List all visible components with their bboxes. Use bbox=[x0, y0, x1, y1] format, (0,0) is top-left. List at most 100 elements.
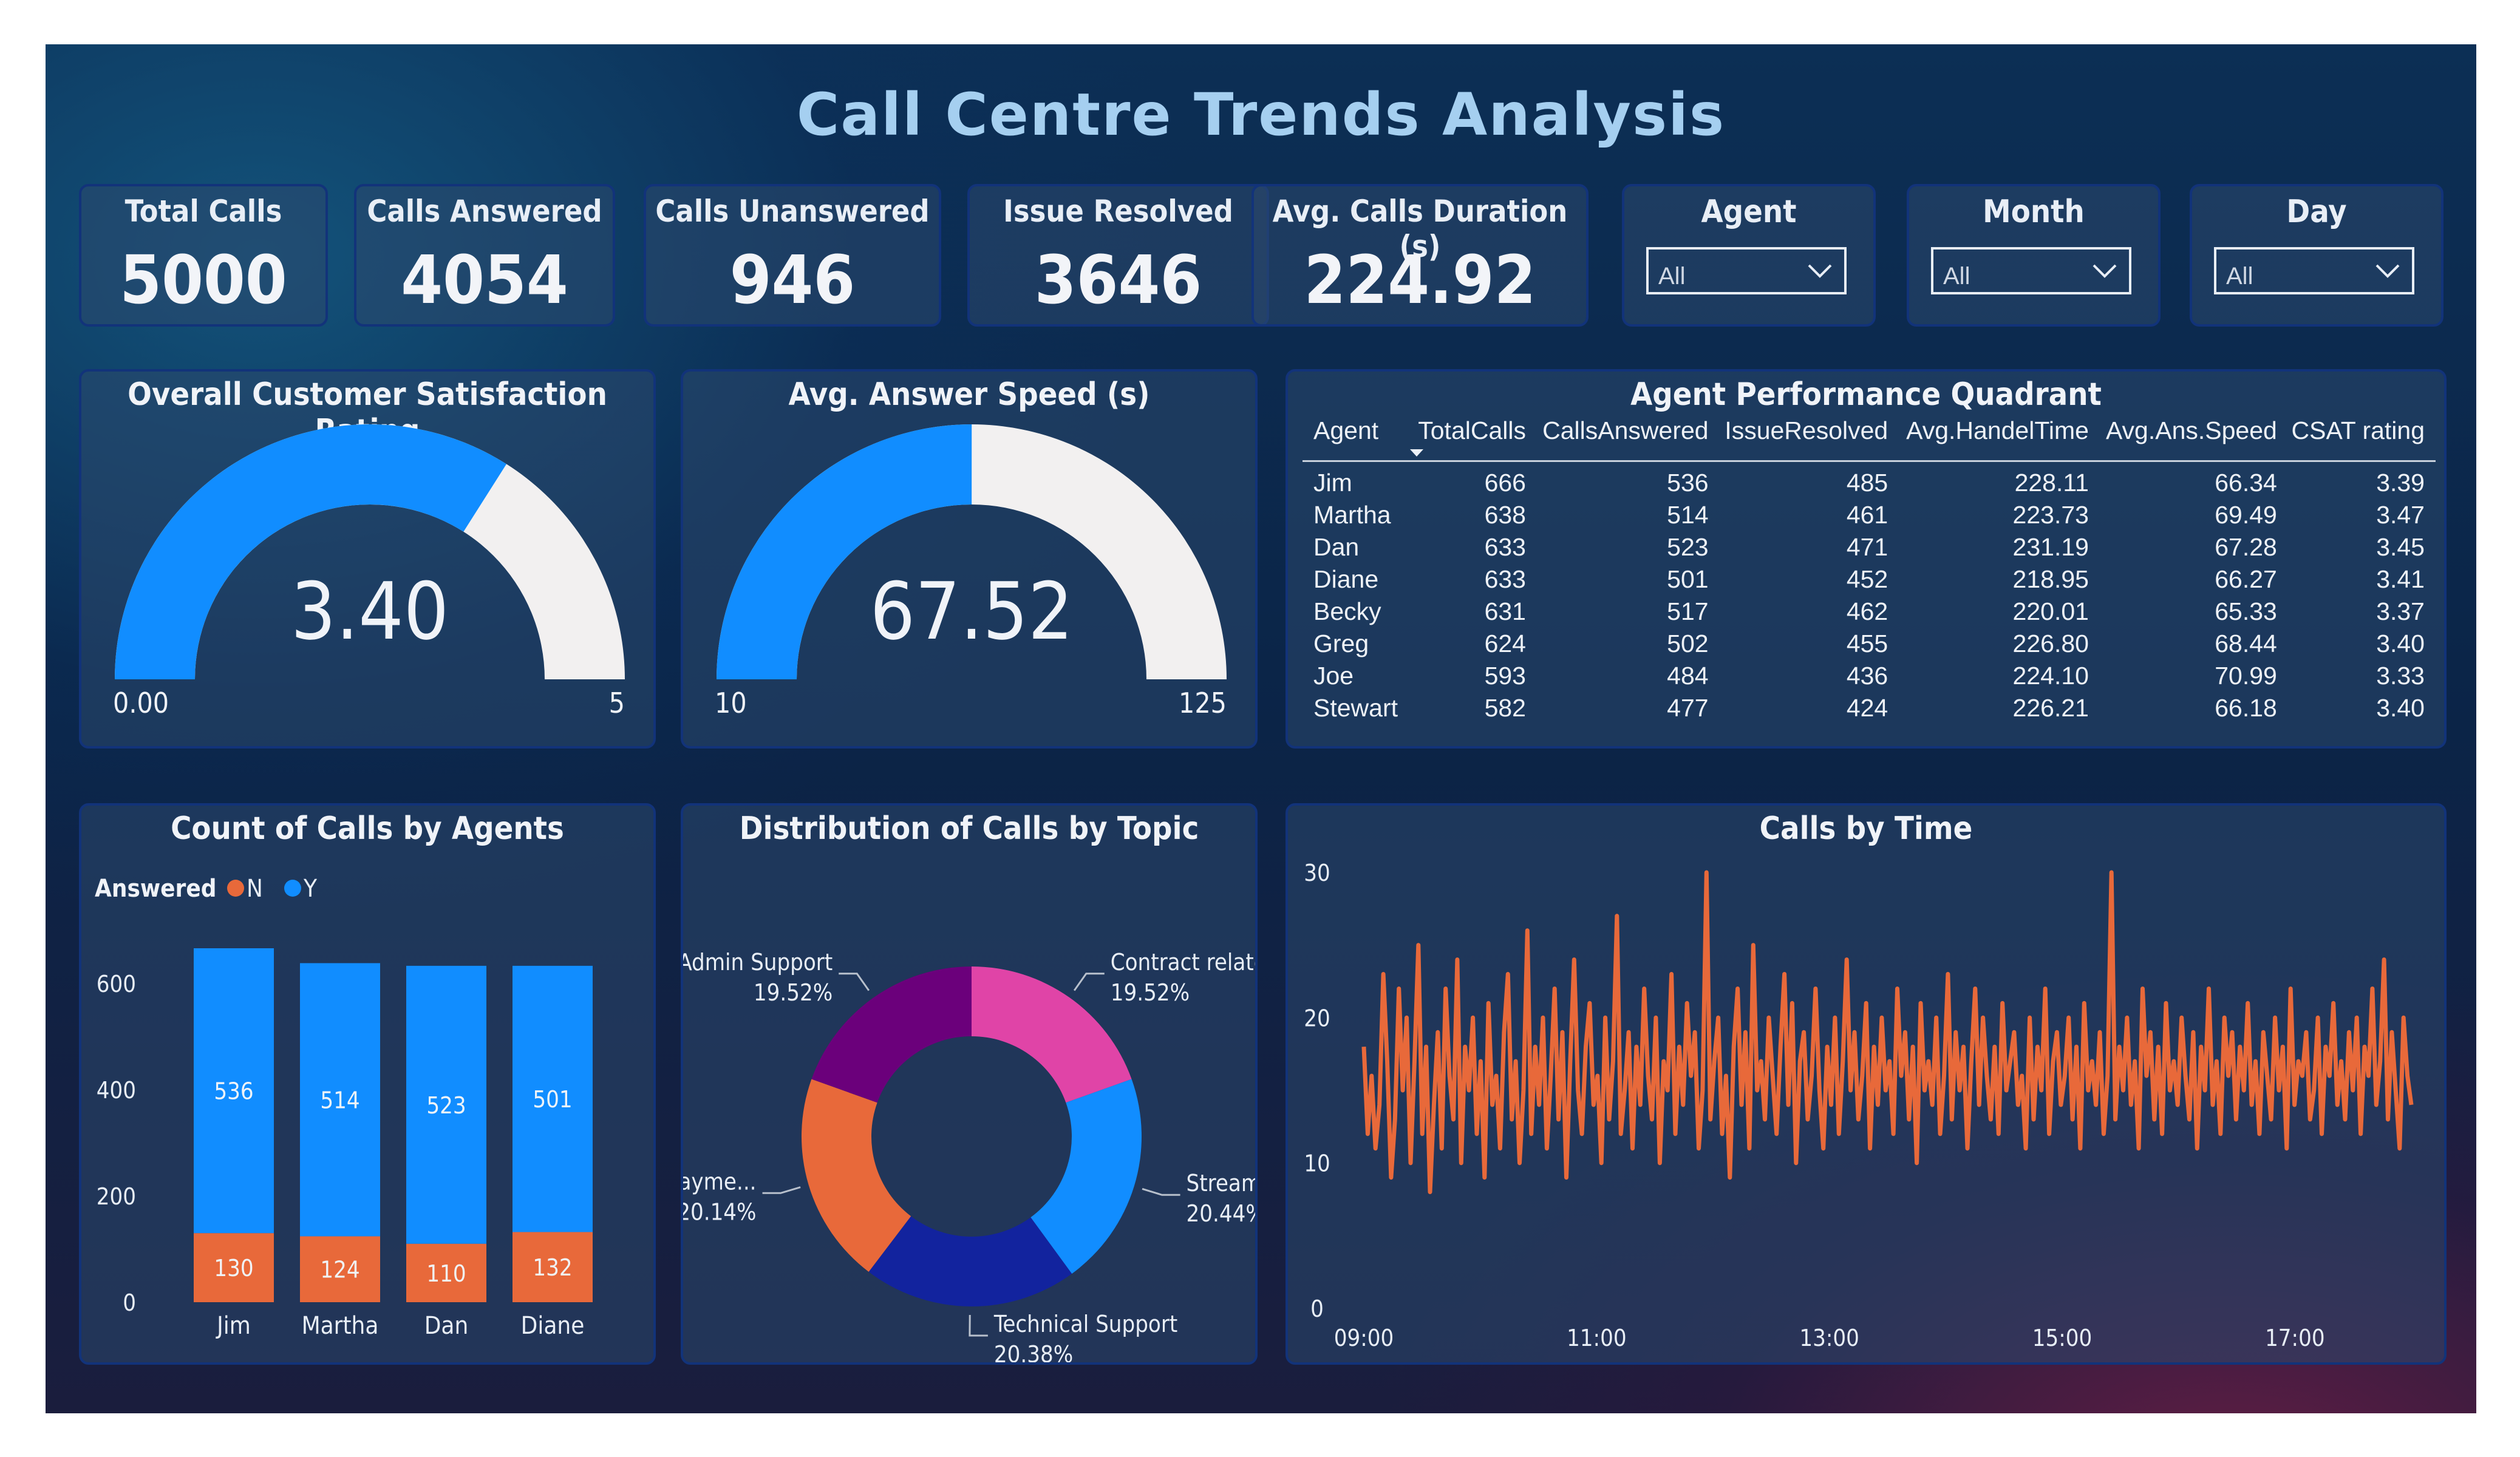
kpi-calls-answered: Calls Answered 4054 bbox=[354, 184, 615, 327]
bar-n-dan[interactable] bbox=[406, 1243, 486, 1302]
kpi-value: 946 bbox=[729, 241, 856, 319]
data-label: 514 bbox=[320, 1087, 359, 1113]
calls-line-series[interactable] bbox=[1361, 870, 2414, 1194]
table-cell: Jim bbox=[1313, 469, 1352, 497]
card-title: Agent Performance Quadrant bbox=[1630, 376, 2102, 413]
satisfaction-gauge-card[interactable]: Overall Customer Satisfaction Rating 3.4… bbox=[79, 369, 656, 749]
calls-by-time-card[interactable]: Calls by Time 0 10 20 30 09:00 11:00 13:00 15:0… bbox=[1286, 803, 2447, 1365]
column-header-csat-rating[interactable]: CSAT rating bbox=[2291, 416, 2425, 444]
page-title: Call Centre Trends Analysis bbox=[796, 81, 1726, 149]
table-row[interactable]: Greg 624 502 455 226.80 68.44 3.40 bbox=[1303, 628, 2436, 660]
column-header-total-calls[interactable]: TotalCalls bbox=[1408, 416, 1526, 461]
data-label: 110 bbox=[426, 1260, 466, 1287]
legend-marker-y bbox=[284, 880, 301, 897]
bar-y-jim[interactable] bbox=[194, 948, 274, 1234]
bar-n-martha[interactable] bbox=[300, 1236, 380, 1302]
table-cell: 666 bbox=[1484, 469, 1526, 497]
kpi-label: Total Calls bbox=[124, 194, 282, 229]
column-header-label: TotalCalls bbox=[1418, 416, 1526, 444]
calls-by-agents-card[interactable]: Count of Calls by Agents Answered N Y 0 2… bbox=[79, 803, 656, 1365]
column-header-avg-ans-speed[interactable]: Avg.Ans.Speed bbox=[2105, 416, 2277, 444]
table-row[interactable]: Diane 633 501 452 218.95 66.27 3.41 bbox=[1303, 563, 2436, 596]
satisfaction-gauge: 3.40 0.00 5 bbox=[113, 424, 625, 719]
column-header-agent[interactable]: Agent bbox=[1313, 416, 1379, 444]
card-title: Avg. Answer Speed (s) bbox=[788, 376, 1150, 413]
x-tick-label: 13:00 bbox=[1799, 1325, 1859, 1351]
column-header-calls-answered[interactable]: CallsAnswered bbox=[1542, 416, 1709, 444]
answer-speed-gauge: 67.52 10 125 bbox=[715, 424, 1227, 719]
table-cell: 461 bbox=[1846, 501, 1888, 529]
donut-slice-technical-support[interactable] bbox=[868, 1216, 1072, 1306]
table-row[interactable]: Stewart 582 477 424 226.21 66.18 3.40 bbox=[1303, 692, 2436, 724]
donut-slice-streaming[interactable] bbox=[1030, 1079, 1142, 1274]
slice-label: Stream... bbox=[1187, 1170, 1255, 1197]
table-row[interactable]: Martha 638 514 461 223.73 69.49 3.47 bbox=[1303, 499, 2436, 531]
table-cell: 226.80 bbox=[2012, 630, 2089, 657]
bar-y-martha[interactable] bbox=[300, 963, 380, 1237]
table-cell: 633 bbox=[1484, 565, 1526, 593]
donut-slice-payment-related[interactable] bbox=[802, 1079, 911, 1272]
table-cell: 485 bbox=[1846, 469, 1888, 497]
gauge-value: 67.52 bbox=[870, 565, 1074, 657]
slicer-day: Day All bbox=[2190, 184, 2443, 327]
column-header-avg-handle-time[interactable]: Avg.HandelTime bbox=[1906, 416, 2089, 444]
slice-percent: 19.52% bbox=[754, 979, 833, 1006]
chevron-down-icon bbox=[2375, 264, 2400, 278]
dashboard-canvas: Call Centre Trends Analysis Total Calls … bbox=[46, 44, 2476, 1413]
card-title: Calls by Time bbox=[1759, 810, 1973, 847]
card-title: Count of Calls by Agents bbox=[171, 810, 564, 847]
calls-by-topic-donut: Contract related 19.52% Stream... 20.44% Tec… bbox=[683, 949, 1255, 1362]
table-row[interactable]: Becky 631 517 462 220.01 65.33 3.37 bbox=[1303, 596, 2436, 628]
sort-descending-icon bbox=[1409, 449, 1423, 457]
y-tick-label: 600 bbox=[97, 971, 136, 997]
donut-slice-admin-support[interactable] bbox=[811, 966, 972, 1103]
table-cell: Diane bbox=[1313, 565, 1379, 593]
slice-label: Contract related bbox=[1111, 949, 1255, 976]
bar-y-dan[interactable] bbox=[406, 965, 486, 1244]
table-cell: 218.95 bbox=[2012, 565, 2089, 593]
dropdown-value: All bbox=[1943, 263, 1970, 290]
donut-slice-contract-related[interactable] bbox=[972, 966, 1132, 1103]
table-cell: 582 bbox=[1484, 694, 1526, 722]
table-cell: 501 bbox=[1667, 565, 1709, 593]
table-cell: 220.01 bbox=[2012, 597, 2089, 625]
gauge-min-label: 0.00 bbox=[113, 687, 169, 719]
agent-dropdown[interactable]: All bbox=[1646, 247, 1847, 294]
chevron-down-icon bbox=[2093, 264, 2117, 278]
slice-label: Payme... bbox=[683, 1168, 757, 1195]
table-row[interactable]: Jim 666 536 485 228.11 66.34 3.39 bbox=[1303, 461, 2436, 500]
bar-n-diane[interactable] bbox=[513, 1232, 593, 1302]
table-cell: 226.21 bbox=[2012, 694, 2089, 722]
table-cell: 477 bbox=[1667, 694, 1709, 722]
kpi-value: 4054 bbox=[401, 241, 568, 319]
table-header-row: Agent TotalCalls CallsAnswered IssueReso… bbox=[1303, 416, 2436, 461]
day-dropdown[interactable]: All bbox=[2214, 247, 2414, 294]
leader-line bbox=[839, 973, 870, 991]
bar-n-jim[interactable] bbox=[194, 1233, 274, 1302]
y-tick-label: 30 bbox=[1304, 860, 1330, 886]
card-title: Distribution of Calls by Topic bbox=[739, 810, 1199, 847]
x-tick-label: Martha bbox=[302, 1312, 379, 1340]
table-row[interactable]: Joe 593 484 436 224.10 70.99 3.33 bbox=[1303, 660, 2436, 692]
slicer-month: Month All bbox=[1907, 184, 2161, 327]
gauge-value: 3.40 bbox=[291, 565, 449, 657]
calls-by-topic-card[interactable]: Distribution of Calls by Topic Contract … bbox=[681, 803, 1258, 1365]
column-header-issue-resolved[interactable]: IssueResolved bbox=[1725, 416, 1888, 444]
table-row[interactable]: Dan 633 523 471 231.19 67.28 3.45 bbox=[1303, 531, 2436, 563]
slice-label: Admin Support bbox=[683, 949, 833, 976]
agent-performance-table: Agent TotalCalls CallsAnswered IssueReso… bbox=[1303, 416, 2436, 724]
table-cell: 3.47 bbox=[2376, 501, 2425, 529]
kpi-avg-call-duration: Avg. Calls Duration (s) 224.92 bbox=[1251, 184, 1589, 327]
table-cell: 471 bbox=[1846, 533, 1888, 561]
table-cell: 228.11 bbox=[2014, 469, 2089, 497]
kpi-label: Issue Resolved bbox=[1003, 194, 1233, 229]
table-cell: 67.28 bbox=[2215, 533, 2277, 561]
answer-speed-gauge-card[interactable]: Avg. Answer Speed (s) 67.52 10 125 bbox=[681, 369, 1258, 749]
table-cell: Martha bbox=[1313, 501, 1391, 529]
y-tick-label: 10 bbox=[1304, 1150, 1330, 1177]
table-cell: 462 bbox=[1846, 597, 1888, 625]
month-dropdown[interactable]: All bbox=[1931, 247, 2131, 294]
bar-y-diane[interactable] bbox=[513, 965, 593, 1232]
x-tick-label: 15:00 bbox=[2032, 1325, 2093, 1351]
table-cell: 231.19 bbox=[2012, 533, 2089, 561]
